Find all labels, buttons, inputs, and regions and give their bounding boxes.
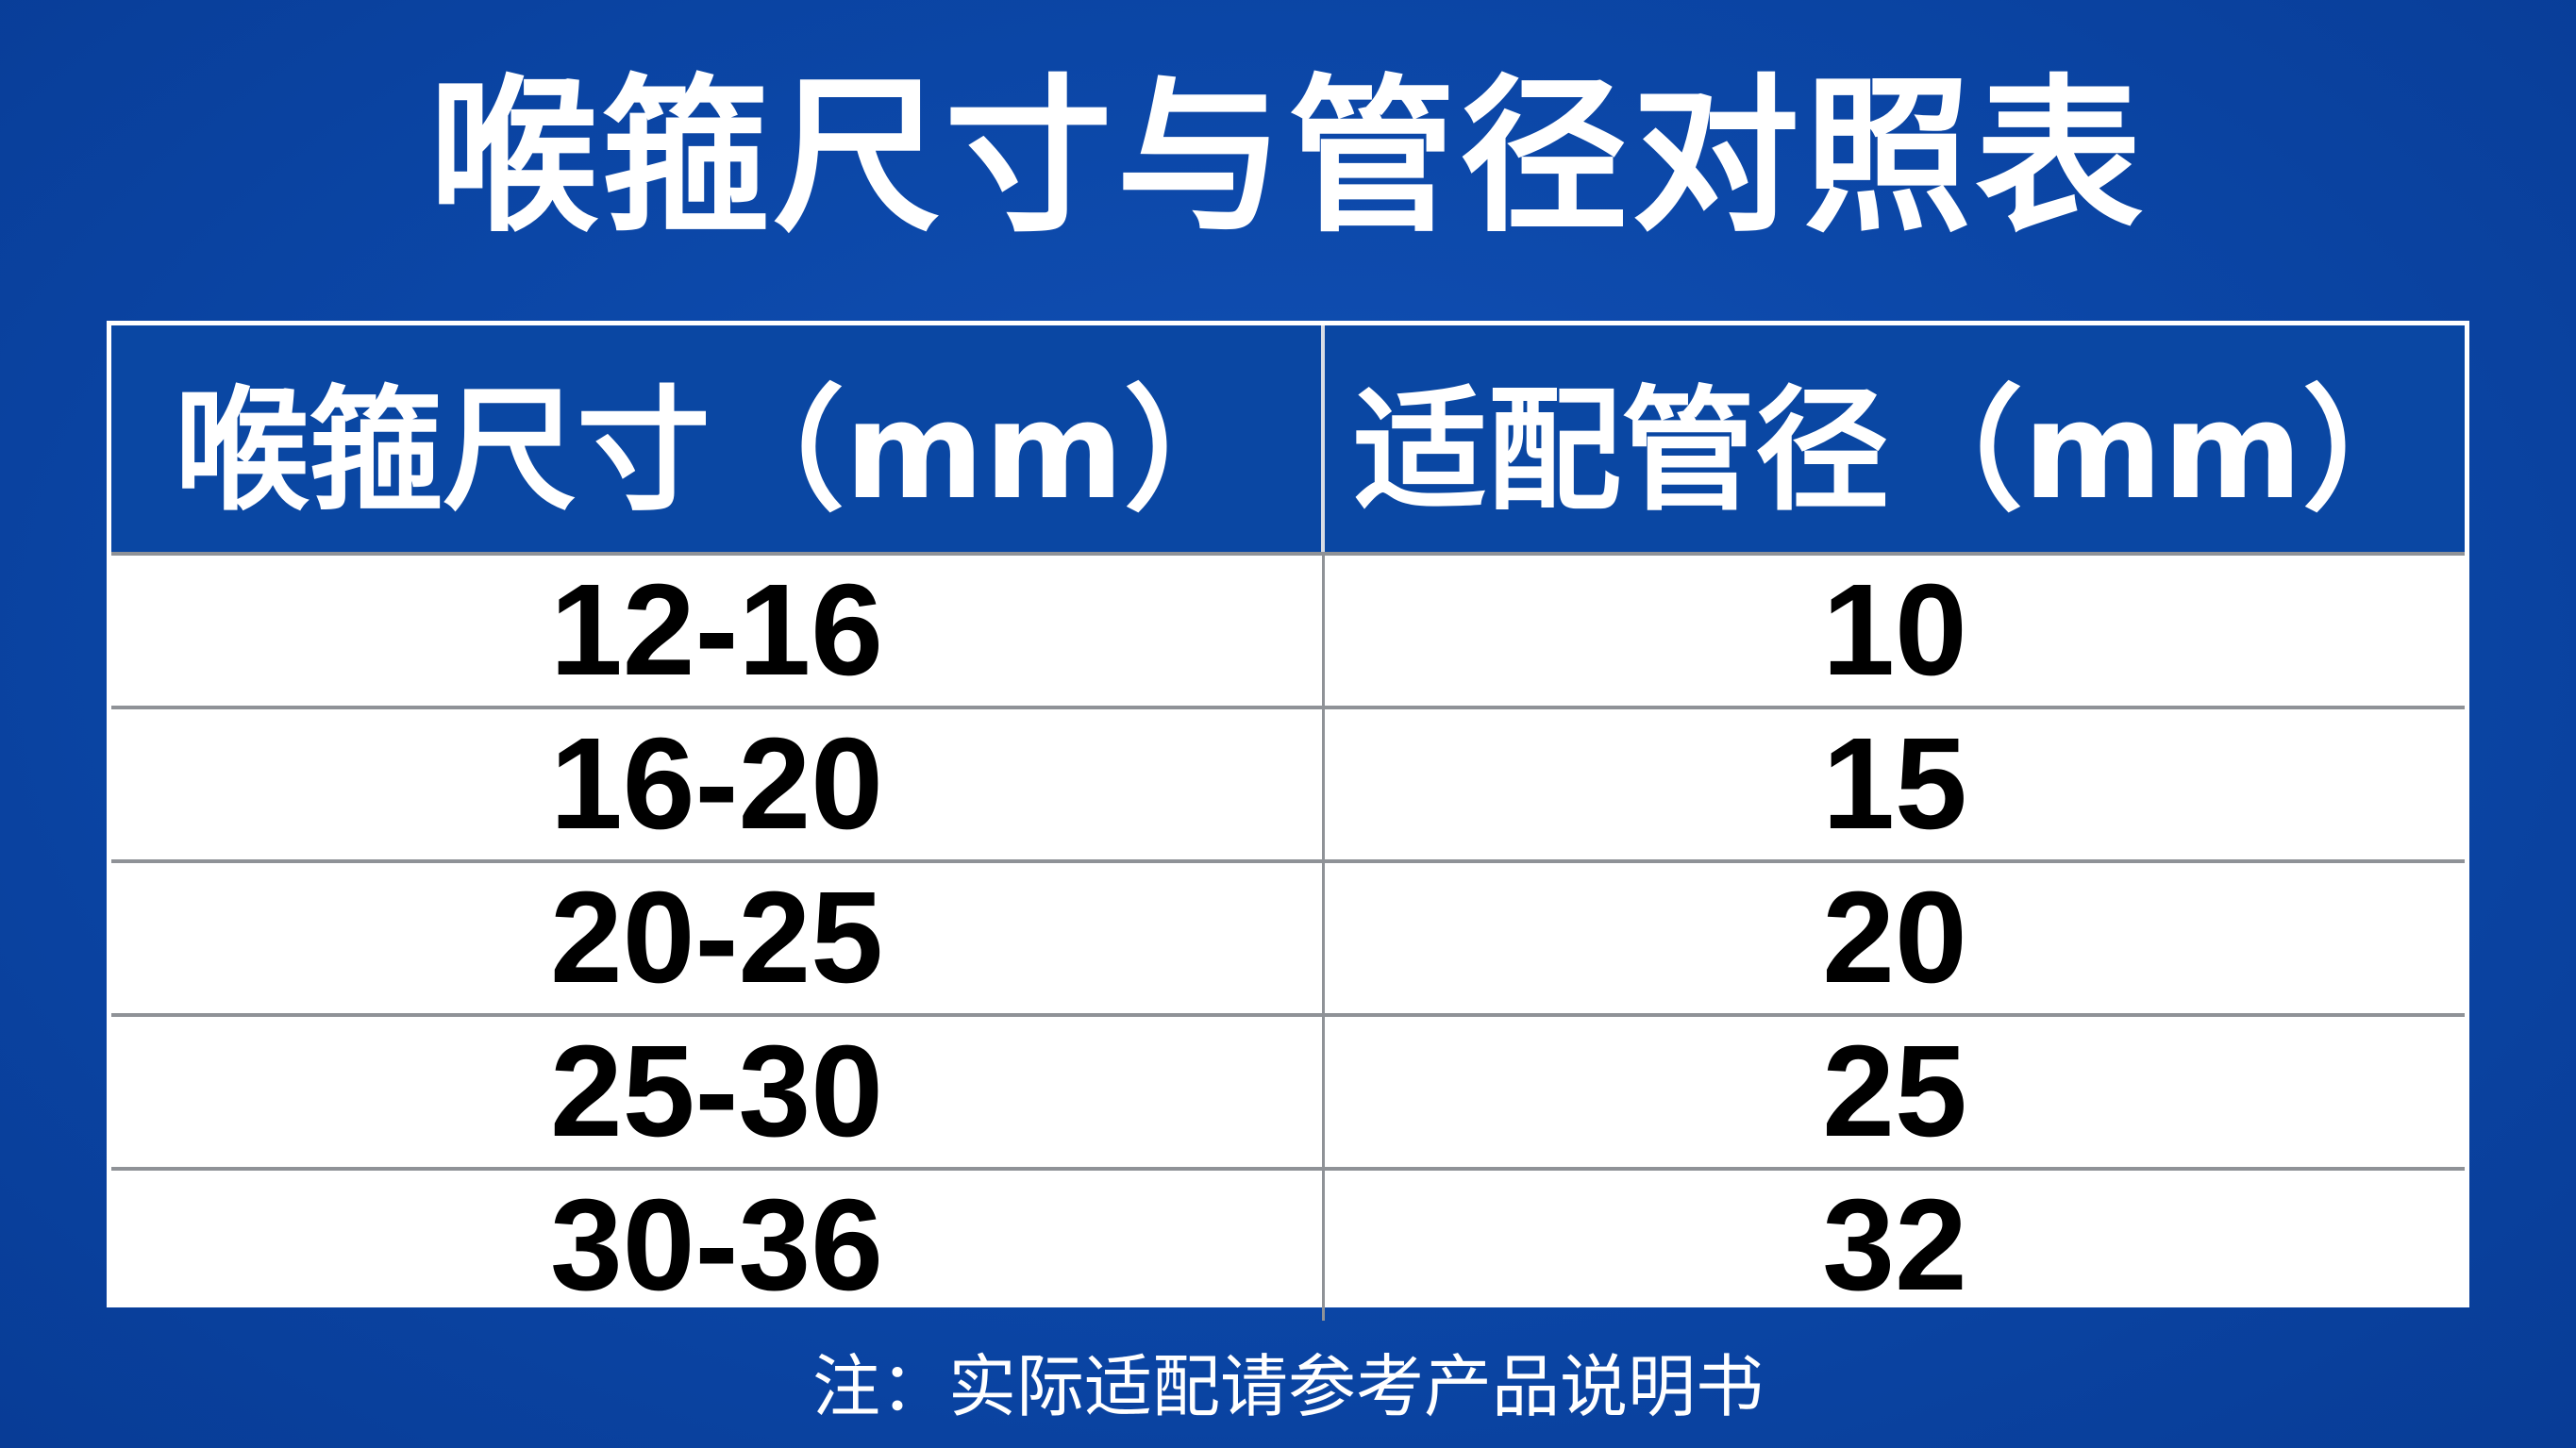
cell-pipe-diameter: 15 — [1325, 706, 2465, 859]
cell-clamp-size: 25-30 — [111, 1013, 1325, 1167]
cell-pipe-diameter: 10 — [1325, 552, 2465, 706]
cell-clamp-size: 16-20 — [111, 706, 1325, 859]
cell-clamp-size: 30-36 — [111, 1167, 1325, 1321]
size-comparison-table: 喉箍尺寸（mm） 适配管径（mm） 12-16 10 16-20 15 20-2… — [107, 321, 2469, 1321]
cell-pipe-diameter: 25 — [1325, 1013, 2465, 1167]
header-pipe-diameter: 适配管径（mm） — [1325, 325, 2465, 552]
cell-pipe-diameter: 32 — [1325, 1167, 2465, 1321]
page-title: 喉箍尺寸与管径对照表 — [429, 59, 2147, 255]
header-clamp-size: 喉箍尺寸（mm） — [111, 325, 1325, 552]
cell-pipe-diameter: 20 — [1325, 859, 2465, 1013]
footnote: 注：实际适配请参考产品说明书 — [811, 1347, 1764, 1426]
cell-clamp-size: 12-16 — [111, 552, 1325, 706]
cell-clamp-size: 20-25 — [111, 859, 1325, 1013]
